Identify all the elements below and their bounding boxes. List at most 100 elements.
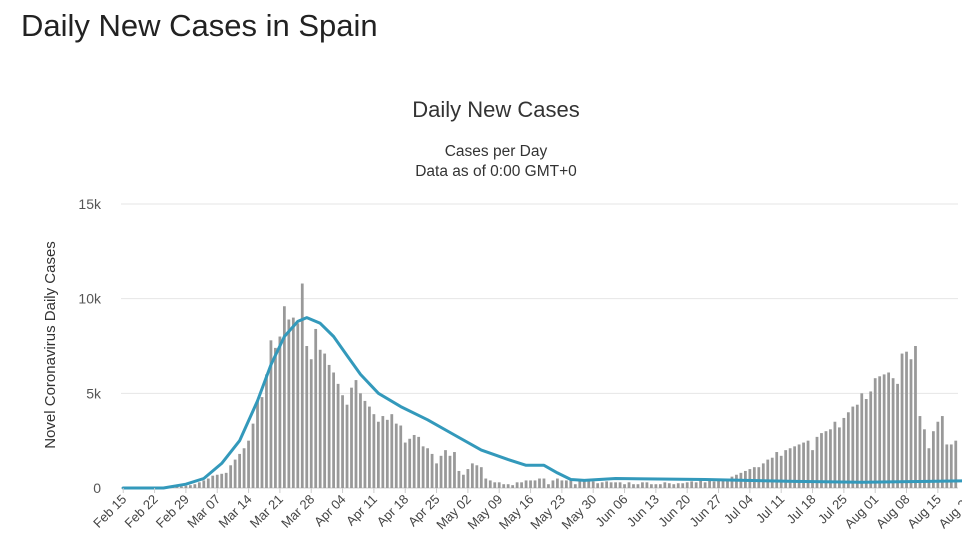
bar [730, 476, 734, 488]
bar [600, 482, 604, 488]
bar [466, 469, 470, 488]
bar [188, 485, 192, 488]
bar [797, 444, 801, 488]
x-tick-label: Mar 28 [278, 492, 317, 531]
bar [533, 480, 537, 488]
bar [220, 473, 224, 488]
bar [318, 349, 322, 488]
bar [645, 482, 649, 488]
moving-average-line [121, 316, 962, 490]
bar [251, 423, 255, 488]
bar [547, 484, 550, 488]
x-tick-label: Jul 04 [721, 492, 756, 527]
bar [211, 475, 215, 488]
bar [802, 442, 805, 488]
bar [829, 429, 832, 488]
bar [229, 465, 233, 488]
bar [931, 431, 935, 488]
bar [757, 467, 761, 488]
x-tick-label: Apr 04 [311, 492, 349, 530]
bar [614, 482, 617, 488]
bar [873, 378, 877, 488]
bar [470, 463, 474, 488]
bar [493, 482, 497, 488]
bar [658, 484, 662, 488]
bar [761, 463, 765, 488]
bar [238, 453, 241, 488]
bar [869, 391, 873, 488]
x-tick-label: Mar 07 [184, 492, 223, 531]
bar [408, 438, 412, 488]
bar [412, 434, 416, 488]
bar [766, 459, 770, 488]
bar [462, 474, 465, 488]
bar [708, 480, 711, 488]
bar [242, 448, 246, 488]
bar [260, 397, 264, 488]
bar [726, 478, 729, 488]
x-tick-label: Aug 22 [936, 492, 962, 532]
bar [815, 436, 819, 488]
bar [274, 347, 277, 488]
bar [180, 486, 183, 488]
bar [354, 380, 358, 488]
bar [820, 433, 823, 488]
bar [390, 414, 394, 488]
x-tick-label: Apr 11 [343, 492, 380, 529]
bar [269, 340, 273, 488]
bar [314, 328, 318, 488]
bar [788, 448, 792, 488]
bar [376, 421, 380, 488]
bar [833, 421, 837, 488]
bar [618, 482, 622, 488]
bar [560, 480, 564, 488]
bar [435, 463, 438, 488]
bar [488, 480, 492, 488]
bar [752, 467, 756, 488]
bar [426, 448, 429, 488]
bar [403, 442, 407, 488]
bar [609, 482, 613, 488]
x-tick-label: May 30 [559, 492, 600, 533]
bar [372, 414, 376, 488]
bar [515, 482, 519, 488]
bar [954, 440, 958, 488]
bar [838, 427, 841, 488]
bar-series [166, 283, 958, 488]
x-tick-label: Aug 08 [873, 492, 913, 532]
bar [927, 448, 931, 488]
bar [323, 353, 327, 488]
chart-data-as-of: Data as of 0:00 GMT+0 [415, 163, 577, 180]
bar [882, 374, 886, 488]
bar [949, 444, 953, 488]
x-tick-label: Aug 01 [842, 492, 882, 532]
bar [327, 364, 331, 488]
y-tick-label: 15k [78, 196, 102, 212]
bar [887, 372, 891, 488]
y-tick-label: 0 [93, 480, 101, 496]
bar [300, 283, 304, 488]
bar [453, 452, 456, 488]
moving-average-series [121, 316, 962, 490]
bar [224, 472, 228, 488]
bar [703, 482, 707, 488]
bar [278, 336, 282, 488]
bar [381, 416, 385, 488]
bar [556, 478, 559, 488]
bar [421, 446, 425, 488]
bar [851, 406, 855, 488]
x-tick-label: Jun 27 [686, 492, 724, 530]
bar [359, 393, 362, 488]
bar [578, 480, 582, 488]
bar [448, 455, 452, 488]
bar [573, 484, 577, 488]
bar [265, 374, 268, 488]
bar [770, 457, 774, 488]
bar [193, 484, 197, 488]
bar [206, 478, 210, 488]
bar [350, 387, 353, 488]
bar [233, 459, 237, 488]
bar [430, 453, 434, 488]
